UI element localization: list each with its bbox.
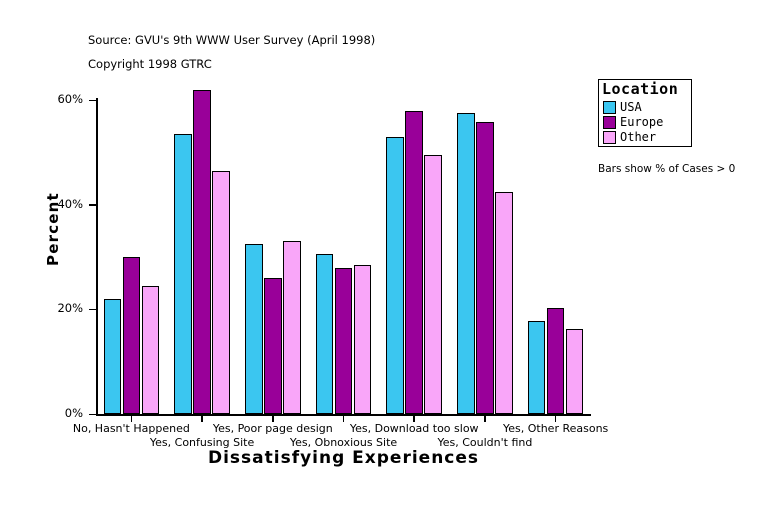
y-axis-tick-label: 0%	[64, 406, 83, 420]
bar	[386, 136, 404, 414]
y-axis-tick	[89, 204, 96, 206]
y-axis-tick	[89, 99, 96, 102]
source-caption: Source: GVU's 9th WWW User Survey (April…	[88, 33, 376, 47]
bar	[527, 320, 546, 414]
x-axis-line	[96, 414, 591, 416]
x-axis-tick	[272, 415, 274, 422]
bar	[103, 298, 122, 414]
bar	[353, 264, 372, 414]
y-axis-tick-label: 20%	[57, 301, 83, 316]
bar	[245, 244, 263, 414]
bar	[424, 155, 442, 414]
bar	[174, 134, 192, 414]
bar	[264, 278, 282, 414]
bar	[141, 285, 160, 414]
bar	[495, 191, 513, 414]
x-axis-tick-label: No, Hasn't Happened	[72, 422, 190, 435]
x-axis-tick-label: Yes, Download too slow	[349, 422, 479, 435]
bar	[405, 110, 423, 414]
legend-entry-label: USA	[620, 100, 642, 114]
legend-note: Bars show % of Cases > 0	[598, 163, 736, 175]
y-axis-tick	[89, 413, 96, 415]
x-axis-tick-label: Yes, Other Reasons	[502, 422, 609, 435]
legend-entry-label: Europe	[620, 115, 664, 129]
x-axis-tick	[201, 415, 203, 422]
y-axis-tick-label: 60%	[57, 92, 83, 107]
y-axis-tick-label: 40%	[57, 196, 83, 211]
x-axis-tick	[413, 415, 415, 422]
legend-title: Location	[602, 80, 679, 98]
x-axis-tick-label: Yes, Poor page design	[212, 422, 333, 435]
y-axis-line	[96, 98, 98, 415]
x-axis-tick-label: Yes, Confusing Site	[149, 436, 255, 449]
y-axis-tick	[89, 308, 96, 311]
bar	[334, 267, 353, 414]
x-axis-tick-label: Yes, Couldn't find	[437, 436, 533, 449]
x-axis-title: Dissatisfying Experiences	[207, 448, 480, 468]
bar	[476, 122, 494, 414]
bar	[457, 113, 475, 414]
bar	[122, 257, 141, 414]
bar	[565, 329, 584, 414]
x-axis-tick-label: Yes, Obnoxious Site	[289, 436, 398, 449]
legend-swatch-icon	[603, 116, 616, 129]
x-axis-tick	[484, 415, 486, 422]
copyright-caption: Copyright 1998 GTRC	[88, 57, 212, 71]
bar	[315, 254, 334, 414]
x-axis-tick	[130, 415, 133, 422]
bar	[283, 241, 301, 414]
legend-entry-label: Other	[620, 130, 657, 144]
x-axis-tick	[342, 415, 345, 422]
bar	[193, 89, 211, 414]
x-axis-tick	[554, 415, 557, 422]
legend-swatch-icon	[603, 101, 616, 114]
bar	[546, 308, 565, 414]
legend-swatch-icon	[603, 131, 616, 144]
bar	[212, 170, 230, 414]
